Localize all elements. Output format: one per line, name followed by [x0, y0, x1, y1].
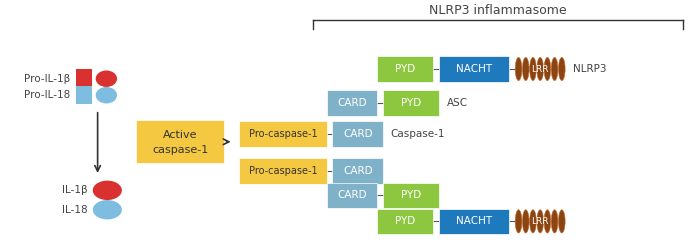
- Ellipse shape: [544, 57, 551, 81]
- Text: PYD: PYD: [395, 216, 415, 226]
- Ellipse shape: [530, 210, 536, 233]
- Ellipse shape: [544, 210, 551, 233]
- FancyBboxPatch shape: [76, 69, 92, 88]
- FancyBboxPatch shape: [76, 86, 92, 104]
- Text: Pro-caspase-1: Pro-caspase-1: [249, 166, 317, 176]
- Text: CARD: CARD: [343, 166, 372, 176]
- FancyBboxPatch shape: [439, 56, 509, 82]
- Ellipse shape: [523, 57, 529, 81]
- Text: Active: Active: [163, 130, 197, 140]
- FancyBboxPatch shape: [137, 121, 224, 163]
- Text: caspase-1: caspase-1: [152, 145, 208, 155]
- Text: NLRP3 inflammasome: NLRP3 inflammasome: [429, 3, 567, 17]
- FancyBboxPatch shape: [327, 183, 377, 208]
- FancyBboxPatch shape: [239, 158, 327, 184]
- Ellipse shape: [537, 57, 544, 81]
- Ellipse shape: [95, 70, 117, 87]
- Text: NLRP3: NLRP3: [573, 64, 606, 74]
- Text: Caspase-1: Caspase-1: [391, 129, 445, 139]
- FancyBboxPatch shape: [239, 122, 327, 147]
- FancyBboxPatch shape: [332, 122, 383, 147]
- Ellipse shape: [515, 210, 522, 233]
- Ellipse shape: [558, 210, 565, 233]
- FancyBboxPatch shape: [332, 158, 383, 184]
- Text: LRR: LRR: [531, 217, 549, 226]
- Ellipse shape: [93, 200, 122, 219]
- Text: PYD: PYD: [401, 190, 421, 200]
- FancyBboxPatch shape: [377, 209, 434, 234]
- Text: ASC: ASC: [447, 98, 468, 108]
- Text: LRR: LRR: [531, 64, 549, 73]
- Text: NACHT: NACHT: [456, 64, 492, 74]
- Text: IL-1β: IL-1β: [62, 185, 88, 195]
- FancyBboxPatch shape: [439, 209, 509, 234]
- Ellipse shape: [530, 57, 536, 81]
- Text: Pro-IL-1β: Pro-IL-1β: [24, 74, 70, 84]
- FancyBboxPatch shape: [383, 90, 439, 116]
- Ellipse shape: [551, 57, 558, 81]
- Text: IL-18: IL-18: [62, 205, 88, 215]
- FancyBboxPatch shape: [383, 183, 439, 208]
- Text: NACHT: NACHT: [456, 216, 492, 226]
- Ellipse shape: [551, 210, 558, 233]
- Text: Pro-IL-18: Pro-IL-18: [24, 90, 70, 100]
- Text: Pro-caspase-1: Pro-caspase-1: [249, 129, 317, 139]
- Text: PYD: PYD: [401, 98, 421, 108]
- Text: CARD: CARD: [337, 98, 367, 108]
- Ellipse shape: [93, 181, 122, 200]
- FancyBboxPatch shape: [377, 56, 434, 82]
- Ellipse shape: [523, 210, 529, 233]
- Text: CARD: CARD: [337, 190, 367, 200]
- FancyBboxPatch shape: [327, 90, 377, 116]
- Ellipse shape: [515, 57, 522, 81]
- Ellipse shape: [95, 87, 117, 103]
- Ellipse shape: [537, 210, 544, 233]
- Text: CARD: CARD: [343, 129, 372, 139]
- Ellipse shape: [558, 57, 565, 81]
- Text: PYD: PYD: [395, 64, 415, 74]
